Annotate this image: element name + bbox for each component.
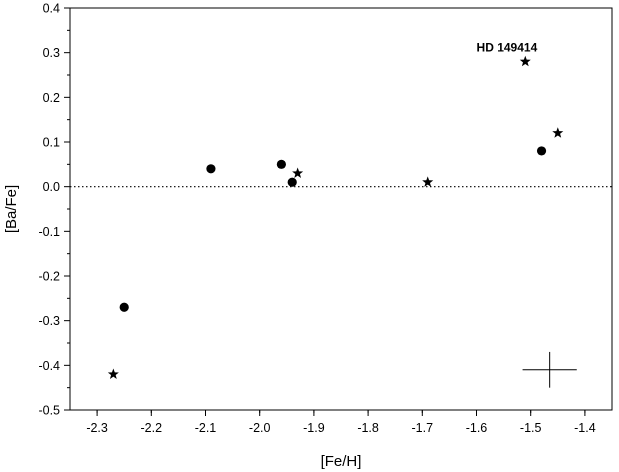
star-data-point — [519, 55, 531, 67]
x-tick-label: -1.4 — [574, 421, 596, 435]
plot-frame — [69, 7, 613, 411]
circle-data-point — [119, 302, 129, 312]
data-points — [107, 55, 564, 379]
x-tick-label: -2.3 — [86, 421, 108, 435]
y-tick-label: -0.2 — [38, 270, 60, 284]
y-tick-label: 0.4 — [43, 2, 60, 16]
y-tick-label: -0.4 — [38, 359, 60, 373]
error-bar — [522, 351, 577, 388]
y-axis-title: [Ba/Fe] — [3, 185, 20, 233]
star-data-point — [552, 127, 564, 138]
star-data-point — [107, 368, 119, 379]
x-axis-ticks: -2.3 -2.2 -2.1 -2.0 -1.9 -1.8 -1.7 -1.6 -1.5 -1.4 — [86, 410, 596, 435]
x-axis-title: [Fe/H] — [321, 453, 362, 470]
star-data-point — [292, 167, 304, 178]
y-tick-label: 0.0 — [43, 180, 60, 194]
x-tick-label: -1.7 — [412, 421, 434, 435]
y-tick-label: 0.3 — [43, 46, 60, 60]
x-tick-label: -1.9 — [303, 421, 325, 435]
circle-data-point — [536, 146, 547, 156]
x-tick-label: -2.0 — [249, 421, 271, 435]
y-tick-label: 0.2 — [43, 91, 60, 105]
y-tick-label: -0.5 — [38, 404, 60, 418]
x-tick-label: -1.8 — [357, 421, 379, 435]
y-tick-label: 0.1 — [43, 136, 60, 150]
y-tick-label: -0.1 — [38, 225, 60, 239]
x-tick-label: -1.5 — [520, 421, 542, 435]
x-tick-label: -2.2 — [141, 421, 163, 435]
y-tick-label: -0.3 — [38, 314, 60, 328]
star-data-point — [422, 176, 434, 187]
y-axis-ticks: -0.5 -0.4 -0.3 -0.2 -0.1 0.0 0.1 0.2 0.3 0.4 — [38, 2, 70, 418]
x-tick-label: -2.1 — [195, 421, 217, 435]
circle-data-point — [287, 177, 297, 187]
circle-data-point — [276, 159, 286, 169]
annotation-label: HD 149414 — [477, 41, 538, 55]
circle-data-point — [206, 164, 216, 174]
x-tick-label: -1.6 — [466, 421, 488, 435]
